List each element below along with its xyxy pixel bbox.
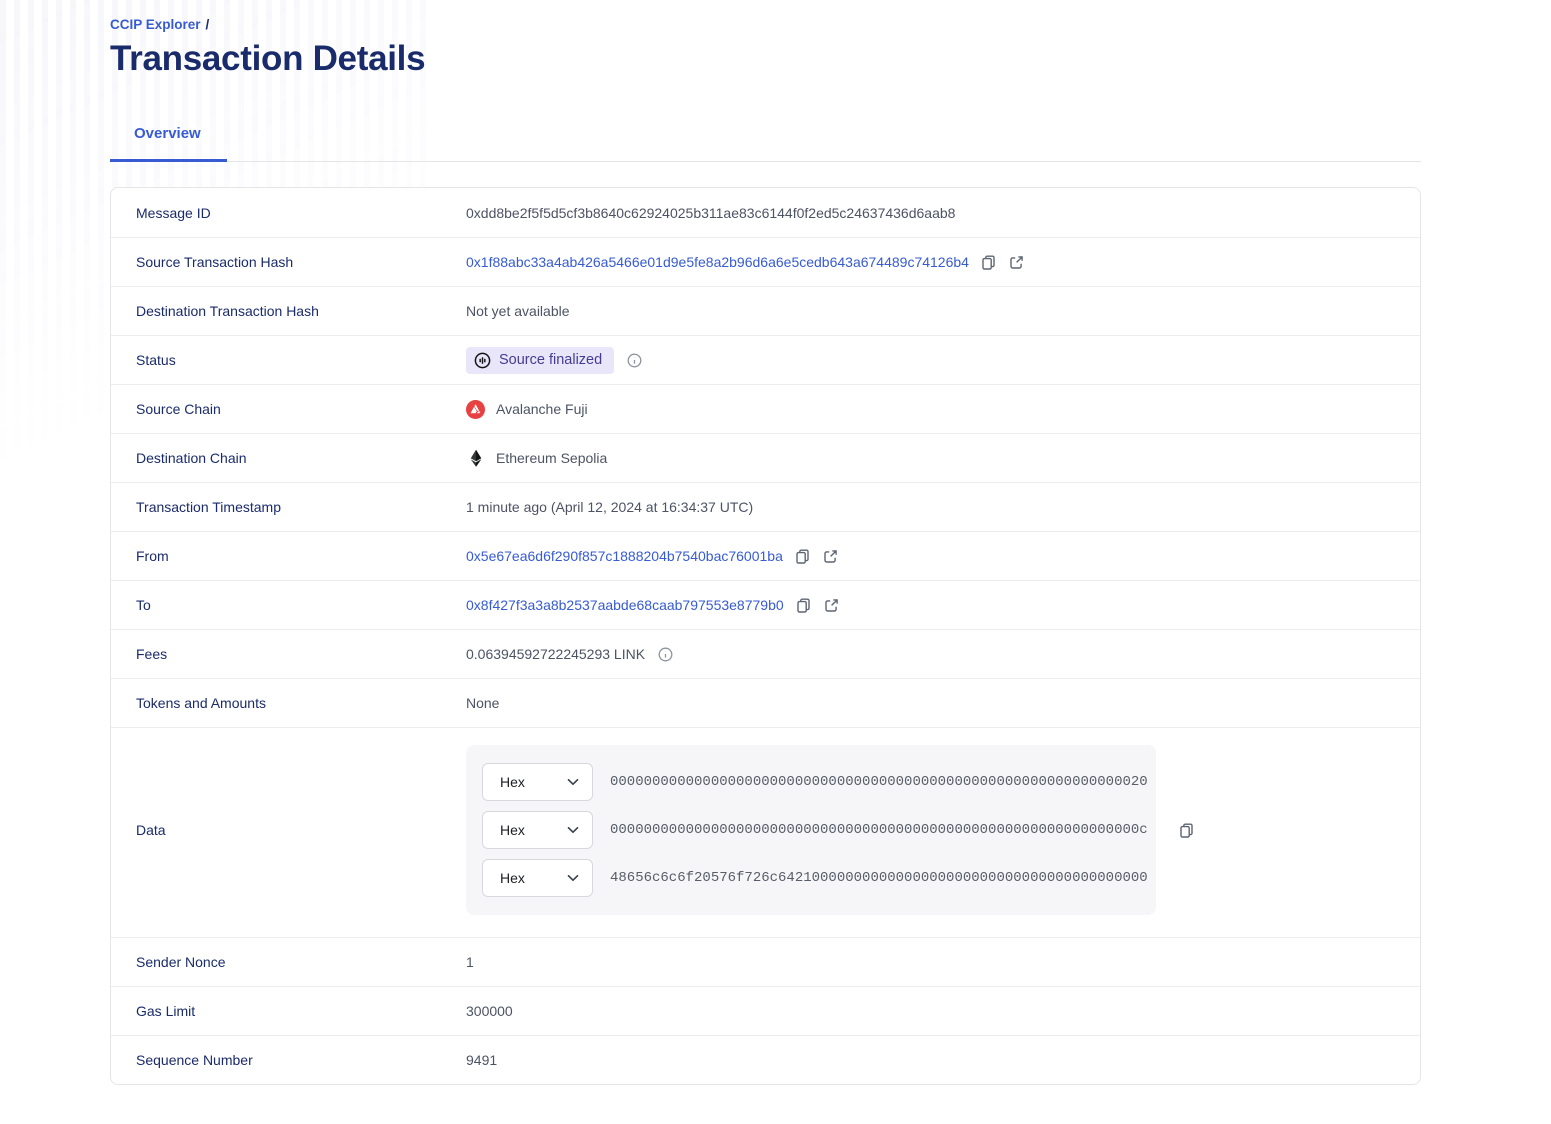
chevron-down-icon bbox=[567, 826, 579, 834]
status-badge-text: Source finalized bbox=[499, 352, 603, 368]
message-id-label: Message ID bbox=[136, 204, 211, 221]
from-label: From bbox=[136, 548, 169, 564]
row-to: To 0x8f427f3a3a8b2537aabde68caab797553e8… bbox=[111, 580, 1420, 629]
tokens-and-amounts-label: Tokens and Amounts bbox=[136, 695, 266, 711]
fees-label: Fees bbox=[136, 646, 168, 662]
hex-format-dropdown[interactable]: Hex bbox=[482, 811, 593, 849]
row-destination-chain: Destination Chain Ethereum Sepolia bbox=[111, 433, 1420, 482]
page-title: Transaction Details bbox=[110, 39, 426, 78]
hex-format-dropdown[interactable]: Hex bbox=[482, 763, 593, 801]
tokens-and-amounts-value: None bbox=[466, 695, 500, 711]
source-transaction-hash-link[interactable]: 0x1f88abc33a4ab426a5466e01d9e5fe8a2b96d6… bbox=[466, 254, 969, 270]
message-id-value: 0xdd8be2f5f5d5cf3b8640c62924025b311ae83c… bbox=[466, 204, 956, 221]
row-transaction-timestamp: Transaction Timestamp 1 minute ago (Apri… bbox=[111, 482, 1420, 531]
status-label: Status bbox=[136, 352, 176, 368]
transaction-details-card: Message ID 0xdd8be2f5f5d5cf3b8640c629240… bbox=[110, 187, 1421, 1085]
row-data: Data Hex 0000000000000000000000000000000… bbox=[111, 727, 1420, 937]
source-chain-label: Source Chain bbox=[136, 401, 221, 417]
copy-icon[interactable] bbox=[795, 597, 812, 614]
external-link-icon[interactable] bbox=[823, 597, 840, 614]
to-address-link[interactable]: 0x8f427f3a3a8b2537aabde68caab797553e8779… bbox=[466, 597, 784, 613]
page-container: CCIP Explorer / Transaction Details Overv… bbox=[110, 0, 1421, 1085]
row-source-chain: Source Chain Avalanche Fuji bbox=[111, 384, 1420, 433]
data-label: Data bbox=[136, 822, 166, 838]
data-hex-box: Hex 000000000000000000000000000000000000… bbox=[466, 745, 1156, 915]
destination-transaction-hash-label: Destination Transaction Hash bbox=[136, 303, 319, 319]
data-hex-value: 0000000000000000000000000000000000000000… bbox=[610, 822, 1148, 838]
destination-chain-label: Destination Chain bbox=[136, 450, 247, 466]
data-hex-value: 48656c6c6f20576f726c64210000000000000000… bbox=[610, 870, 1148, 886]
ethereum-sepolia-icon bbox=[466, 449, 485, 468]
hex-format-dropdown[interactable]: Hex bbox=[482, 859, 593, 897]
data-hex-line: Hex 000000000000000000000000000000000000… bbox=[482, 763, 1148, 801]
from-address-link[interactable]: 0x5e67ea6d6f290f857c1888204b7540bac76001… bbox=[466, 548, 783, 564]
row-source-transaction-hash: Source Transaction Hash 0x1f88abc33a4ab4… bbox=[111, 237, 1420, 286]
data-hex-line: Hex 000000000000000000000000000000000000… bbox=[482, 811, 1148, 849]
sequence-number-label: Sequence Number bbox=[136, 1052, 253, 1068]
row-from: From 0x5e67ea6d6f290f857c1888204b7540bac… bbox=[111, 531, 1420, 580]
copy-icon[interactable] bbox=[1178, 822, 1195, 839]
row-message-id: Message ID 0xdd8be2f5f5d5cf3b8640c629240… bbox=[111, 188, 1420, 237]
tab-overview[interactable]: Overview bbox=[110, 115, 227, 162]
data-hex-line: Hex 48656c6c6f20576f726c6421000000000000… bbox=[482, 859, 1148, 897]
fees-info-icon[interactable] bbox=[658, 647, 673, 662]
sender-nonce-value: 1 bbox=[466, 954, 474, 970]
source-chain-name: Avalanche Fuji bbox=[496, 401, 588, 417]
row-destination-transaction-hash: Destination Transaction Hash Not yet ava… bbox=[111, 286, 1420, 335]
chevron-down-icon bbox=[567, 778, 579, 786]
external-link-icon[interactable] bbox=[822, 548, 839, 565]
hex-format-value: Hex bbox=[500, 822, 525, 838]
sequence-number-value: 9491 bbox=[466, 1052, 498, 1068]
data-hex-value: 0000000000000000000000000000000000000000… bbox=[610, 774, 1148, 790]
source-transaction-hash-label: Source Transaction Hash bbox=[136, 254, 294, 270]
destination-transaction-hash-value: Not yet available bbox=[466, 303, 570, 319]
row-sender-nonce: Sender Nonce 1 bbox=[111, 937, 1420, 986]
hex-format-value: Hex bbox=[500, 774, 525, 790]
chevron-down-icon bbox=[567, 874, 579, 882]
status-info-icon[interactable] bbox=[627, 353, 642, 368]
row-status: Status Source finalized bbox=[111, 335, 1420, 384]
avalanche-fuji-icon bbox=[466, 399, 485, 419]
gas-limit-value: 300000 bbox=[466, 1003, 513, 1019]
breadcrumb-separator: / bbox=[205, 17, 210, 32]
breadcrumb-link-ccip-explorer[interactable]: CCIP Explorer bbox=[110, 17, 201, 32]
tab-bar: Overview bbox=[110, 115, 1421, 162]
transaction-timestamp-label: Transaction Timestamp bbox=[136, 499, 281, 515]
row-gas-limit: Gas Limit 300000 bbox=[111, 986, 1420, 1035]
gas-limit-label: Gas Limit bbox=[136, 1003, 196, 1019]
fees-value: 0.06394592722245293 LINK bbox=[466, 646, 646, 662]
copy-icon[interactable] bbox=[980, 254, 997, 271]
external-link-icon[interactable] bbox=[1008, 254, 1025, 271]
status-badge: Source finalized bbox=[466, 346, 615, 374]
status-progress-icon bbox=[474, 352, 491, 369]
row-fees: Fees 0.06394592722245293 LINK bbox=[111, 629, 1420, 678]
hex-format-value: Hex bbox=[500, 870, 525, 886]
sender-nonce-label: Sender Nonce bbox=[136, 954, 226, 970]
to-label: To bbox=[136, 597, 151, 613]
transaction-timestamp-value: 1 minute ago (April 12, 2024 at 16:34:37… bbox=[466, 499, 754, 515]
row-tokens-and-amounts: Tokens and Amounts None bbox=[111, 678, 1420, 727]
row-sequence-number: Sequence Number 9491 bbox=[111, 1035, 1420, 1084]
copy-icon[interactable] bbox=[794, 548, 811, 565]
breadcrumb: CCIP Explorer / bbox=[110, 17, 1421, 32]
destination-chain-name: Ethereum Sepolia bbox=[496, 450, 608, 466]
